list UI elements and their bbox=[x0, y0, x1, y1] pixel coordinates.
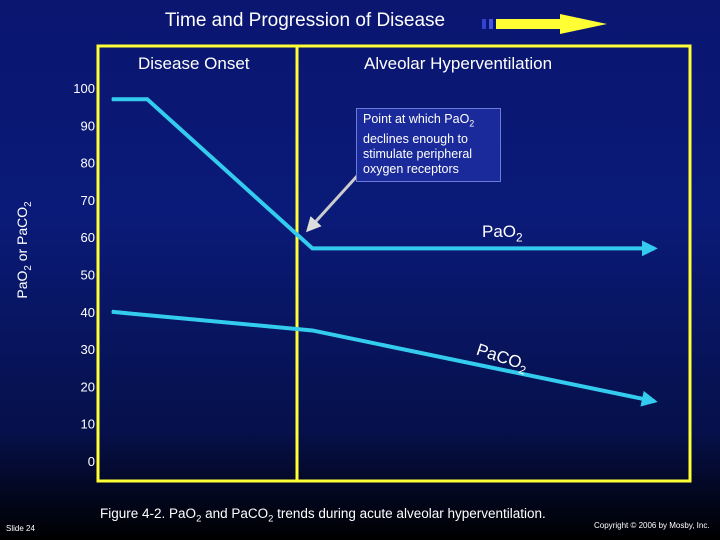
paco2-series-line bbox=[111, 309, 658, 407]
alveolar-hyperventilation-label: Alveolar Hyperventilation bbox=[364, 54, 553, 73]
y-tick-label: 0 bbox=[88, 454, 95, 469]
disease-onset-label: Disease Onset bbox=[138, 54, 250, 73]
y-tick-label: 40 bbox=[81, 305, 95, 320]
pao2-data-point bbox=[311, 247, 313, 249]
chart-frame bbox=[96, 44, 692, 483]
pao2-series-line bbox=[111, 97, 658, 257]
paco2-data-point bbox=[311, 329, 313, 331]
pao2-data-point bbox=[654, 247, 656, 249]
arrow-tail-block bbox=[482, 19, 486, 29]
callout-pointer bbox=[305, 173, 360, 233]
paco2-data-point bbox=[654, 400, 656, 402]
pao2-series-label: PaO2 bbox=[482, 222, 523, 245]
chart-title: Time and Progression of Disease bbox=[164, 10, 446, 31]
y-tick-label: 90 bbox=[81, 118, 95, 133]
y-tick-label: 70 bbox=[81, 193, 95, 208]
arrow-tail-block bbox=[489, 19, 493, 29]
y-tick-label: 30 bbox=[81, 342, 95, 357]
pao2-data-point bbox=[111, 98, 113, 100]
y-tick-label: 100 bbox=[73, 81, 95, 96]
y-tick-label: 50 bbox=[81, 268, 95, 283]
series-lines bbox=[111, 97, 658, 407]
y-tick-label: 60 bbox=[81, 230, 95, 245]
y-tick-label: 80 bbox=[81, 156, 95, 171]
time-arrow-icon bbox=[482, 14, 607, 34]
peripheral-receptor-callout: Point at which PaO2 declines enough to s… bbox=[356, 108, 501, 182]
figure-caption: Figure 4-2. PaO2 and PaCO2 trends during… bbox=[100, 506, 546, 525]
y-tick-label: 20 bbox=[81, 379, 95, 394]
y-tick-label: 10 bbox=[81, 417, 95, 432]
paco2-data-point bbox=[111, 311, 113, 313]
slide-number: Slide 24 bbox=[6, 524, 35, 533]
y-tick-labels: 0 10 20 30 40 50 60 70 80 90 100 bbox=[73, 81, 95, 469]
copyright-notice: Copyright © 2006 by Mosby, Inc. bbox=[594, 521, 710, 530]
pao2-data-point bbox=[146, 98, 148, 100]
arrow-head bbox=[496, 14, 607, 34]
